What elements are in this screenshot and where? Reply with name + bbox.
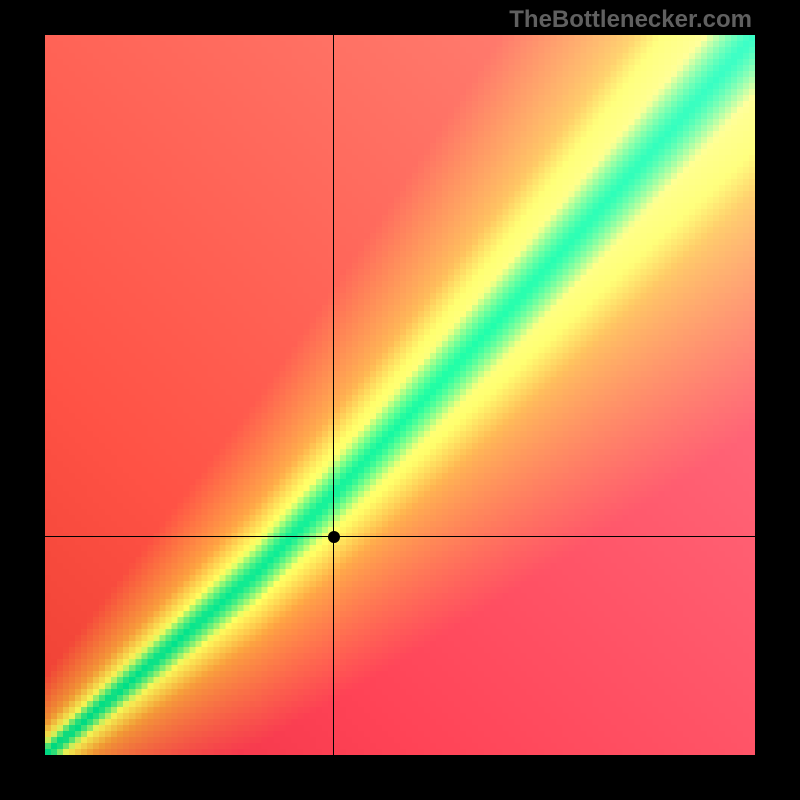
watermark-text: TheBottlenecker.com [509, 6, 752, 34]
bottleneck-heatmap [45, 35, 755, 755]
chart-container: TheBottlenecker.com [0, 0, 800, 800]
